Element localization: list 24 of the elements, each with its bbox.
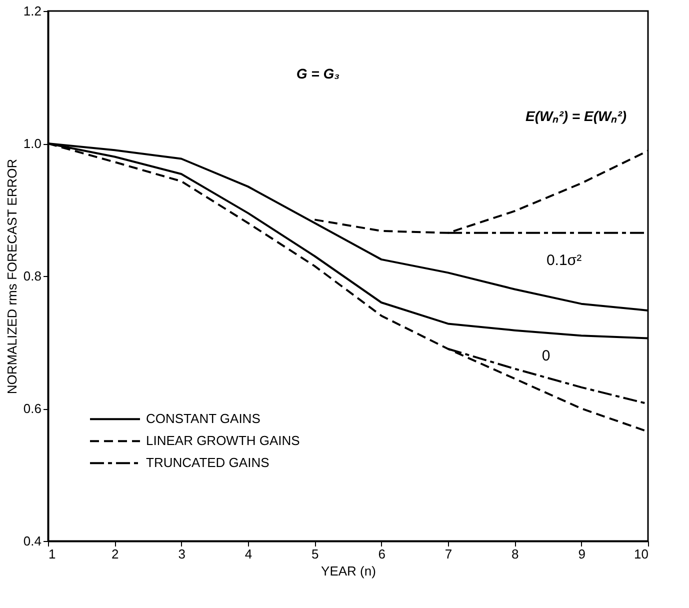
y-axis-title: NORMALIZED rms FORECAST ERROR <box>4 158 20 394</box>
x-axis-title: YEAR (n) <box>321 564 376 578</box>
legend-label: LINEAR GROWTH GAINS <box>146 433 300 448</box>
x-tick-label: 1 <box>48 546 56 562</box>
x-tick-label: 7 <box>444 546 452 562</box>
x-tick-label: 5 <box>312 546 319 562</box>
x-tick-label: 3 <box>178 546 186 562</box>
x-tick-label: 10 <box>634 546 648 562</box>
annotation: G = G₃ <box>296 66 340 82</box>
x-tick-label: 2 <box>112 546 119 562</box>
annotation: 0.1σ² <box>546 252 582 270</box>
x-tick-label: 4 <box>244 546 252 562</box>
y-tick-label: 1.2 <box>23 4 42 18</box>
annotation: 0 <box>542 348 550 364</box>
y-tick-label: 0.8 <box>23 268 42 284</box>
y-tick-label: 0.6 <box>23 401 42 416</box>
legend-label: TRUNCATED GAINS <box>146 455 270 470</box>
x-tick-label: 6 <box>378 546 386 562</box>
y-tick-label: 1.0 <box>23 136 42 151</box>
x-tick-label: 8 <box>512 546 519 562</box>
x-tick-label: 9 <box>578 546 586 562</box>
legend-label: CONSTANT GAINS <box>146 411 261 426</box>
annotation: E(Wₙ²) = E(Wₙ²) <box>525 108 627 124</box>
y-tick-label: 0.4 <box>23 534 42 548</box>
